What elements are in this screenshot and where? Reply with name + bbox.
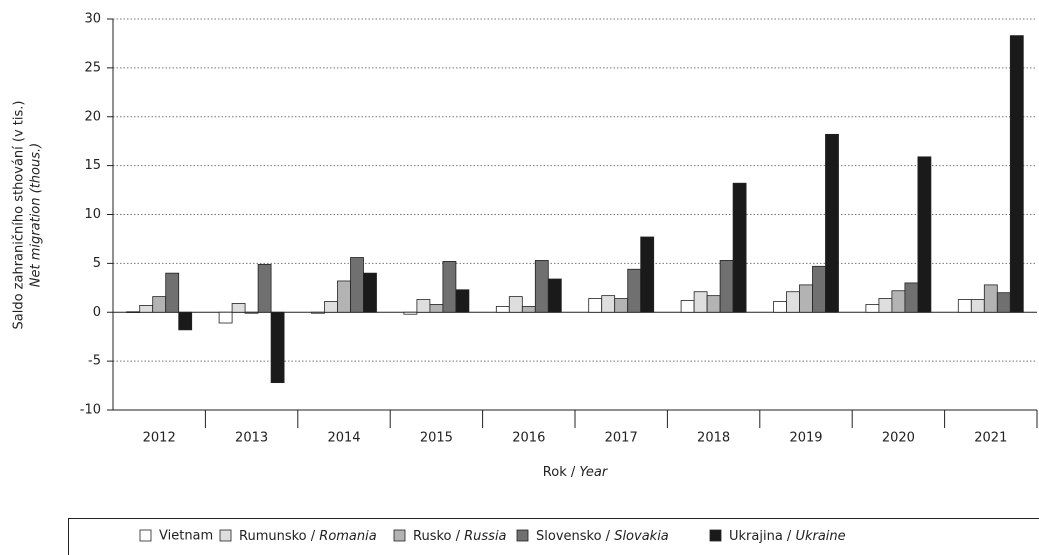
bar (508, 296, 523, 313)
bar (178, 311, 193, 331)
bar (324, 301, 338, 313)
bar (627, 268, 642, 313)
bar (732, 182, 747, 313)
x-tick-label: 2018 (697, 431, 730, 446)
bar (719, 260, 734, 313)
y-tick-label: 5 (93, 256, 101, 271)
legend-label: Rumunsko / Romania (239, 529, 377, 544)
bar (218, 311, 233, 324)
legend-swatch (393, 529, 406, 542)
bar (429, 304, 444, 313)
bar (403, 311, 418, 315)
bar (534, 260, 549, 313)
legend-label: Slovensko / Slovakia (536, 529, 669, 544)
bar (799, 284, 813, 313)
bar (680, 300, 695, 313)
bar (640, 236, 655, 313)
legend-label: Ukrajina / Ukraine (729, 529, 846, 544)
y-tick-label: 10 (84, 207, 101, 222)
x-tick-label: 2013 (235, 431, 268, 446)
y-tick-label: 15 (84, 158, 101, 173)
y-axis-label: Saldo zahraničního sthování (v tis.) (12, 101, 27, 330)
bar (970, 299, 985, 313)
legend-swatch (709, 529, 722, 542)
bar (812, 265, 826, 313)
legend-swatch (516, 529, 529, 542)
bar (773, 301, 787, 313)
bar (983, 284, 998, 313)
bar (891, 290, 906, 313)
x-tick-label: 2012 (143, 431, 176, 446)
bar (786, 291, 800, 313)
x-axis-label: Rok / Year (543, 465, 609, 480)
bar (693, 291, 708, 313)
legend-label: Rusko / Russia (413, 529, 507, 544)
bar (588, 298, 603, 313)
bar (231, 303, 246, 313)
bar (244, 311, 259, 314)
bar (350, 257, 364, 313)
bar (904, 282, 919, 313)
bar (363, 272, 377, 313)
bar (1009, 35, 1024, 313)
bar (495, 305, 510, 313)
legend-swatch (139, 529, 152, 542)
bar (416, 299, 431, 313)
y-tick-label: 20 (84, 109, 101, 124)
x-tick-label: 2020 (882, 431, 915, 446)
bar (547, 278, 562, 313)
y-tick-label: 25 (84, 60, 101, 75)
bar (126, 311, 141, 313)
bar (455, 289, 470, 313)
legend-swatch (219, 529, 232, 542)
bar (865, 304, 880, 313)
bar (614, 298, 629, 313)
bar (957, 299, 972, 313)
bar (152, 296, 167, 313)
bar (442, 261, 457, 313)
x-tick-label: 2016 (512, 431, 545, 446)
bar (706, 295, 721, 313)
y-tick-label: -10 (80, 403, 101, 418)
bar (917, 156, 932, 313)
bar (337, 280, 351, 313)
bar (270, 311, 285, 384)
bar (996, 292, 1011, 313)
bar (825, 133, 839, 313)
x-tick-label: 2014 (327, 431, 360, 446)
x-tick-label: 2019 (789, 431, 822, 446)
y-axis-label: Net migration (thous.) (29, 143, 44, 287)
y-tick-label: 0 (93, 305, 101, 320)
x-tick-label: 2017 (605, 431, 638, 446)
x-tick-label: 2015 (420, 431, 453, 446)
bar (257, 263, 272, 313)
legend-label: Vietnam (159, 529, 213, 544)
bar (521, 305, 536, 313)
bar (878, 298, 893, 313)
y-tick-label: -5 (88, 354, 101, 369)
bar (311, 311, 325, 314)
legend-box (68, 518, 1039, 555)
bar (139, 305, 154, 313)
y-tick-label: 30 (84, 12, 101, 27)
bar (165, 272, 180, 313)
bar (601, 295, 616, 313)
x-tick-label: 2021 (974, 431, 1007, 446)
